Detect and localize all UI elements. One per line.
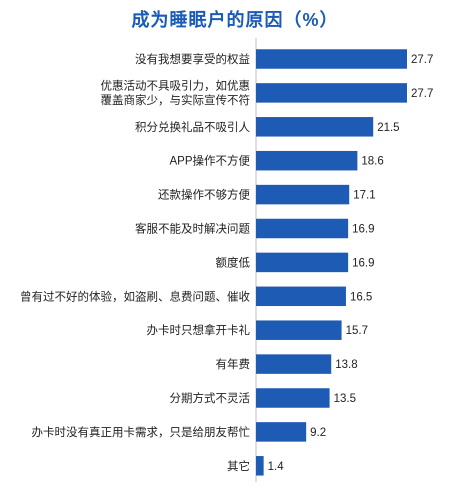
value-label: 15.7 bbox=[346, 325, 368, 337]
value-label: 16.9 bbox=[352, 257, 374, 269]
category-label-line: 分期方式不灵活 bbox=[170, 391, 251, 405]
bar bbox=[256, 388, 330, 408]
category-label-line: 没有我想要享受的权益 bbox=[135, 52, 250, 66]
category-label-line: 办卡时没有真正用卡需求，只是给朋友帮忙 bbox=[32, 425, 251, 439]
value-label: 16.9 bbox=[352, 224, 374, 236]
category-label: 客服不能及时解决问题 bbox=[135, 222, 250, 236]
value-label: 27.7 bbox=[411, 88, 433, 100]
category-label-line: 客服不能及时解决问题 bbox=[135, 222, 250, 236]
bar bbox=[256, 422, 307, 442]
value-label: 9.2 bbox=[310, 427, 326, 439]
category-label: 还款操作不够方便 bbox=[158, 188, 250, 202]
category-label: 额度低 bbox=[216, 255, 251, 269]
bar bbox=[256, 218, 349, 239]
category-label: 曾有过不好的体验，如盗刷、息费问题、催收 bbox=[20, 289, 250, 303]
value-label: 27.7 bbox=[411, 54, 433, 66]
bar bbox=[256, 49, 407, 69]
category-label-line: APP操作不方便 bbox=[169, 154, 250, 168]
bar bbox=[256, 354, 332, 374]
category-label: 分期方式不灵活 bbox=[170, 391, 251, 405]
value-label: 18.6 bbox=[361, 156, 383, 168]
category-label-line: 积分兑换礼品不吸引人 bbox=[135, 120, 250, 134]
bar bbox=[256, 184, 350, 205]
category-label-line: 额度低 bbox=[216, 255, 251, 269]
value-label: 21.5 bbox=[377, 122, 399, 134]
value-label: 1.4 bbox=[268, 461, 285, 473]
value-label: 16.5 bbox=[350, 291, 372, 303]
category-label-line: 覆盖商家少，与实际宣传不符 bbox=[101, 93, 251, 107]
category-label-line: 曾有过不好的体验，如盗刷、息费问题、催收 bbox=[20, 289, 250, 303]
bar bbox=[256, 117, 374, 137]
bar bbox=[256, 456, 264, 476]
category-label-line: 其它 bbox=[227, 459, 250, 473]
category-label: 办卡时没有真正用卡需求，只是给朋友帮忙 bbox=[32, 425, 251, 439]
bar bbox=[256, 320, 342, 340]
category-label: 积分兑换礼品不吸引人 bbox=[135, 120, 250, 134]
bar bbox=[256, 286, 346, 307]
category-label: 办卡时只想拿开卡礼 bbox=[147, 323, 251, 337]
category-label: 优惠活动不具吸引力，如优惠覆盖商家少，与实际宣传不符 bbox=[101, 79, 251, 108]
category-label: 其它 bbox=[227, 459, 250, 473]
category-label-line: 优惠活动不具吸引力，如优惠 bbox=[101, 79, 251, 93]
bar bbox=[256, 83, 407, 103]
category-label-line: 还款操作不够方便 bbox=[158, 188, 250, 202]
category-label-line: 办卡时只想拿开卡礼 bbox=[147, 323, 251, 337]
category-label-line: 有年费 bbox=[216, 357, 251, 371]
category-label: APP操作不方便 bbox=[169, 154, 250, 168]
bar bbox=[256, 150, 358, 171]
category-label: 有年费 bbox=[216, 357, 251, 371]
value-label: 13.8 bbox=[335, 359, 357, 371]
value-label: 13.5 bbox=[334, 393, 356, 405]
chart-title: 成为睡眠户的原因（%） bbox=[131, 10, 339, 30]
bar bbox=[256, 252, 349, 273]
category-label: 没有我想要享受的权益 bbox=[135, 52, 250, 66]
value-label: 17.1 bbox=[353, 190, 375, 202]
